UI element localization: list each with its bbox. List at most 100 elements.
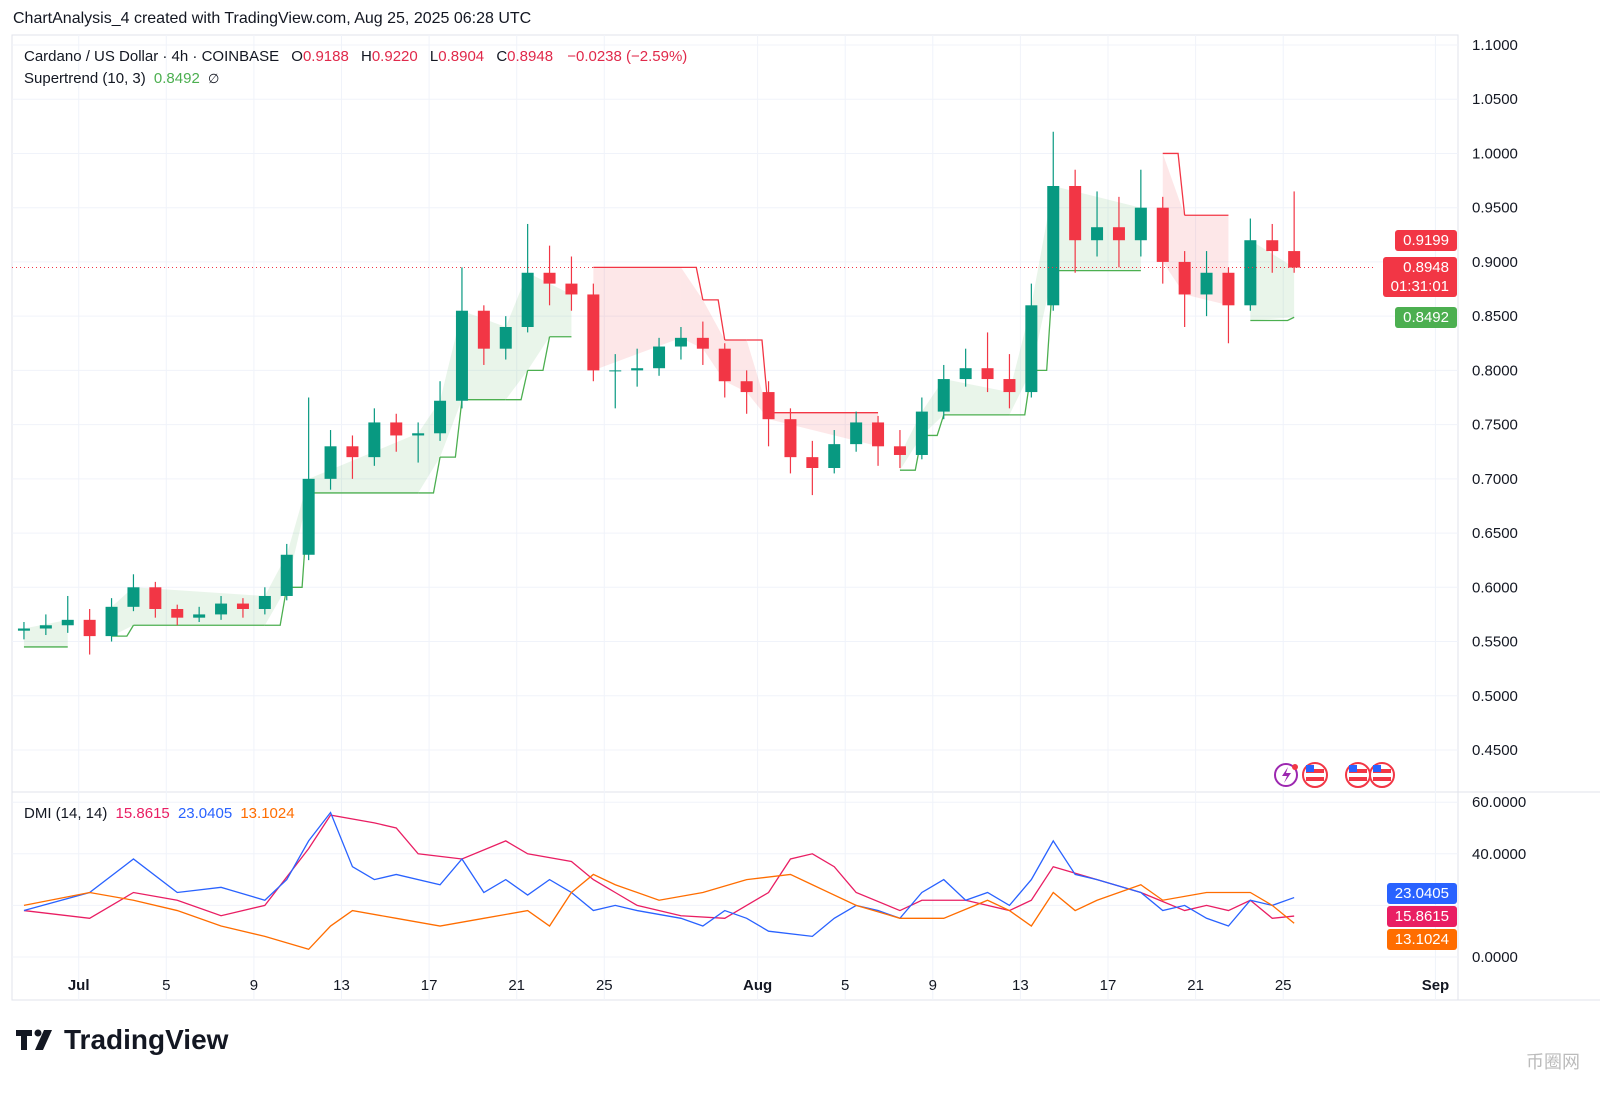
symbol-legend: Cardano / US Dollar · 4h · COINBASE O0.9…: [24, 48, 691, 65]
candle-body: [193, 614, 206, 618]
supertrend-lower-tag: 0.8492: [1395, 307, 1457, 328]
candle-body: [806, 457, 819, 468]
supertrend-line: [1250, 316, 1295, 322]
open-value: 0.9188: [302, 48, 349, 65]
us-flag-event-icon: [1306, 769, 1324, 773]
dmi-name: DMI (14, 14): [24, 805, 108, 822]
candle-body: [674, 337, 687, 347]
price-tick-label: 0.8000: [1472, 362, 1518, 379]
candle-body: [631, 368, 644, 371]
candle-body: [390, 422, 403, 436]
candle-body: [1244, 240, 1257, 306]
price-tick-label: 0.7000: [1472, 471, 1518, 488]
candle-body: [696, 337, 709, 349]
candle-body: [149, 587, 162, 609]
candle-body: [171, 608, 184, 618]
dmi-line-plus_di: [23, 811, 1295, 938]
candle-body: [61, 619, 74, 626]
candle-body: [302, 478, 315, 555]
candle-body: [39, 625, 52, 629]
bar-countdown: 01:31:01: [1390, 278, 1449, 295]
candle-body: [740, 381, 753, 393]
us-flag-event-icon: [1306, 765, 1314, 772]
adx-value: 15.8615: [115, 805, 170, 822]
supertrend-line: [440, 399, 463, 458]
candle-body: [1003, 379, 1016, 393]
price-tick-label: 1.1000: [1472, 37, 1518, 54]
candle-body: [83, 619, 96, 637]
price-tick-label: 0.9500: [1472, 200, 1518, 217]
candle-body: [653, 346, 666, 369]
dmi-line-adx: [23, 814, 1295, 919]
plot-frame: [11, 34, 1459, 1001]
candle-body: [1091, 227, 1104, 241]
candle-body: [324, 446, 337, 479]
chart-canvas[interactable]: 1.1000 1.0500 1.0000 0.9500 0.9000 0.8500 0.80…: [0, 0, 1600, 1010]
candle-body: [236, 603, 249, 609]
candle-body: [455, 310, 468, 401]
time-tick-label: 21: [508, 977, 525, 994]
candle-body: [872, 422, 885, 447]
dmi-tick-label: 0.0000: [1472, 949, 1518, 966]
candle-body: [828, 444, 841, 468]
candle-body: [893, 446, 906, 455]
candle-body: [981, 368, 994, 380]
supertrend-fill: [943, 379, 1010, 415]
time-tick-label: Jul: [68, 977, 90, 994]
plus-di-tag: 23.0405: [1386, 883, 1457, 904]
supertrend-line: [702, 299, 726, 341]
candle-body: [609, 370, 622, 372]
minus-di-value: 13.1024: [240, 805, 295, 822]
time-tick-label: 9: [250, 977, 258, 994]
time-tick-label: 25: [596, 977, 613, 994]
candle-body: [477, 310, 490, 349]
high-label: H: [361, 48, 372, 65]
supertrend-value: 0.8492: [153, 70, 200, 87]
plus-di-value: 23.0405: [177, 805, 233, 822]
candle-body: [959, 368, 972, 380]
candle-body: [543, 272, 556, 284]
time-tick-label: 17: [1100, 977, 1117, 994]
change-value: −0.0238 (−2.59%): [567, 48, 688, 65]
dmi-line-minus_di: [23, 873, 1295, 950]
candle-body: [587, 294, 600, 371]
price-tick-label: 0.6500: [1472, 525, 1518, 542]
supertrend-fill: [133, 587, 265, 626]
price-tick-label: 0.5000: [1472, 688, 1518, 705]
price-tick-label: 0.7500: [1472, 417, 1518, 434]
candle-body: [565, 283, 578, 295]
supertrend-line: [1162, 152, 1186, 216]
supertrend-line: [505, 370, 529, 401]
supertrend-upper-tag: 0.9199: [1395, 230, 1457, 251]
candle-body: [1112, 227, 1125, 241]
candle-body: [17, 628, 30, 631]
time-tick-label: Sep: [1422, 977, 1450, 994]
price-tick-label: 0.8500: [1472, 308, 1518, 325]
us-flag-event-icon: [1373, 765, 1381, 772]
candle-body: [915, 411, 928, 455]
watermark: 币圈网: [1526, 1052, 1580, 1072]
candle-body: [1200, 272, 1213, 295]
candle-body: [258, 595, 271, 609]
tradingview-logo-icon: [16, 1029, 52, 1050]
candle-body: [412, 433, 425, 436]
candle-body: [1069, 185, 1082, 241]
lightning-event-icon: [1282, 767, 1291, 783]
tradingview-logo[interactable]: TradingView: [16, 1024, 228, 1056]
candle-body: [937, 379, 950, 412]
time-tick-label: 13: [333, 977, 350, 994]
time-tick-label: 25: [1275, 977, 1292, 994]
candle-body: [127, 587, 140, 607]
last-price-tag: 0.8948 01:31:01: [1382, 257, 1457, 297]
candle-body: [784, 419, 797, 458]
candle-body: [346, 446, 359, 458]
candle-body: [280, 554, 293, 596]
us-flag-event-icon: [1349, 777, 1367, 781]
adx-tag: 15.8615: [1386, 906, 1457, 927]
supertrend-line: [418, 457, 441, 494]
supertrend-fill: [1250, 240, 1295, 321]
hide-indicator-icon[interactable]: ∅: [207, 71, 220, 86]
last-price: 0.8948: [1403, 259, 1449, 276]
candle-body: [762, 392, 775, 420]
time-tick-label: 5: [162, 977, 170, 994]
